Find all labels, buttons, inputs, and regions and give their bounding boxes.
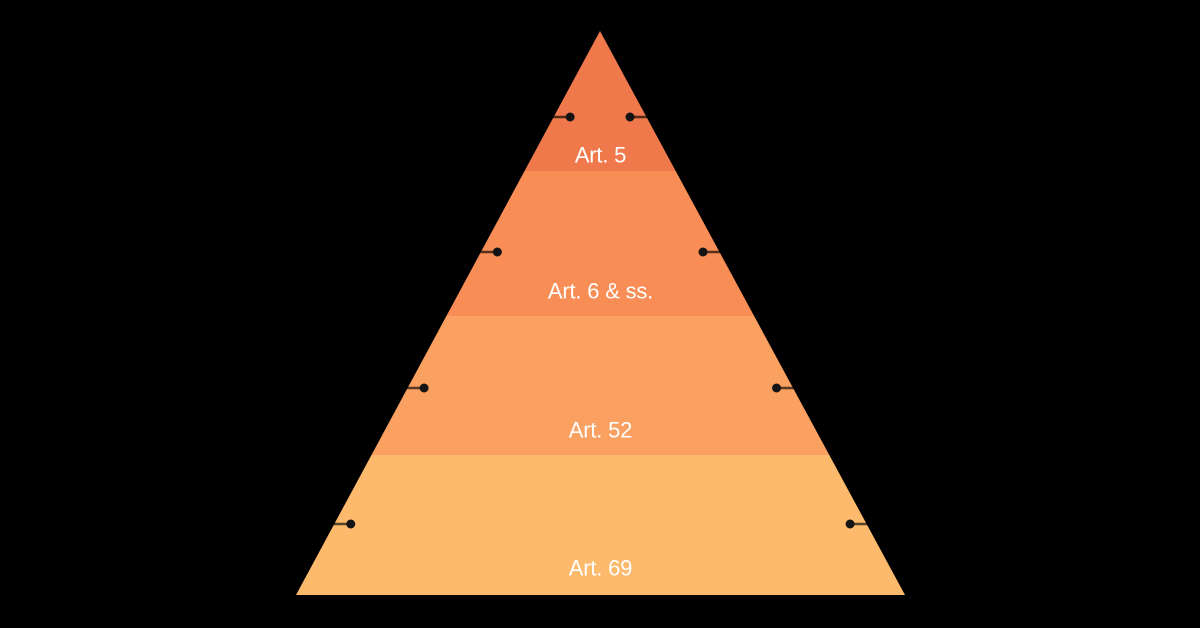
pyramid-level-art-6-ss	[446, 171, 755, 316]
pyramid-level-label: Art. 69	[569, 556, 632, 581]
callout-dot-right	[845, 519, 855, 529]
callout-dot-right	[698, 247, 708, 257]
callout-dot-left	[565, 112, 575, 122]
callout-dot-right	[625, 112, 635, 122]
callout-dot-right	[772, 383, 782, 393]
callout-dot-left	[492, 247, 502, 257]
pyramid-level-art-5	[524, 31, 676, 171]
callout-dot-left	[419, 383, 429, 393]
pyramid-level-label: Art. 5	[575, 143, 626, 168]
pyramid-level-art-69	[296, 455, 905, 595]
pyramid-level-art-52	[371, 316, 830, 455]
callout-dot-left	[346, 519, 356, 529]
pyramid-level-label: Art. 52	[569, 418, 632, 443]
pyramid-level-label: Art. 6 & ss.	[548, 279, 653, 304]
